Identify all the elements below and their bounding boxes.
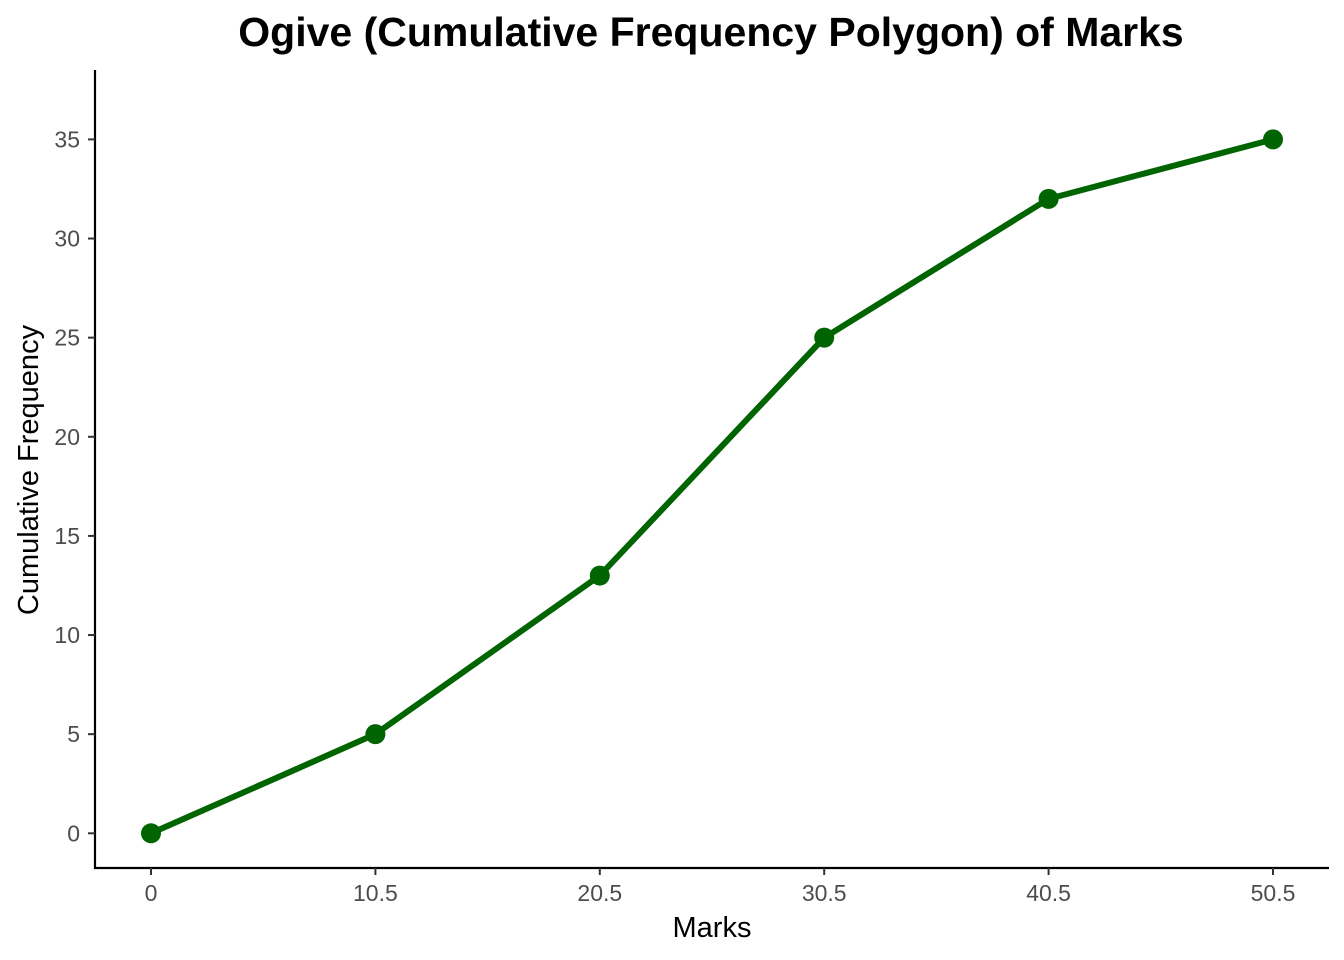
y-tick-label: 15	[54, 523, 80, 549]
chart-title: Ogive (Cumulative Frequency Polygon) of …	[238, 9, 1183, 55]
y-axis-label: Cumulative Frequency	[13, 324, 45, 615]
series-lines	[148, 136, 1276, 837]
data-point	[1263, 129, 1283, 150]
y-tick-label: 0	[67, 820, 80, 846]
series-line	[148, 136, 1276, 837]
data-point	[814, 327, 835, 348]
data-point	[365, 724, 386, 745]
y-tick-label: 30	[54, 226, 80, 252]
data-point	[1038, 188, 1059, 209]
y-tick-label: 10	[54, 622, 80, 648]
x-tick-label: 0	[145, 880, 158, 906]
y-axis-ticks: 0 5 10 15 20 25 30 35	[54, 126, 95, 846]
y-tick-label: 35	[54, 126, 80, 152]
x-tick-label: 20.5	[577, 880, 622, 906]
series-points	[141, 129, 1283, 844]
x-axis-ticks: 0 10.5 20.5 30.5 40.5 50.5	[145, 868, 1296, 906]
x-tick-label: 10.5	[353, 880, 398, 906]
x-tick-label: 50.5	[1251, 880, 1296, 906]
data-point	[589, 565, 610, 586]
y-tick-label: 25	[54, 325, 80, 351]
y-tick-label: 20	[54, 424, 80, 450]
x-tick-label: 40.5	[1026, 880, 1071, 906]
x-tick-label: 30.5	[802, 880, 847, 906]
x-axis-label: Marks	[673, 912, 752, 944]
data-point	[141, 823, 161, 844]
y-tick-label: 5	[67, 721, 80, 747]
